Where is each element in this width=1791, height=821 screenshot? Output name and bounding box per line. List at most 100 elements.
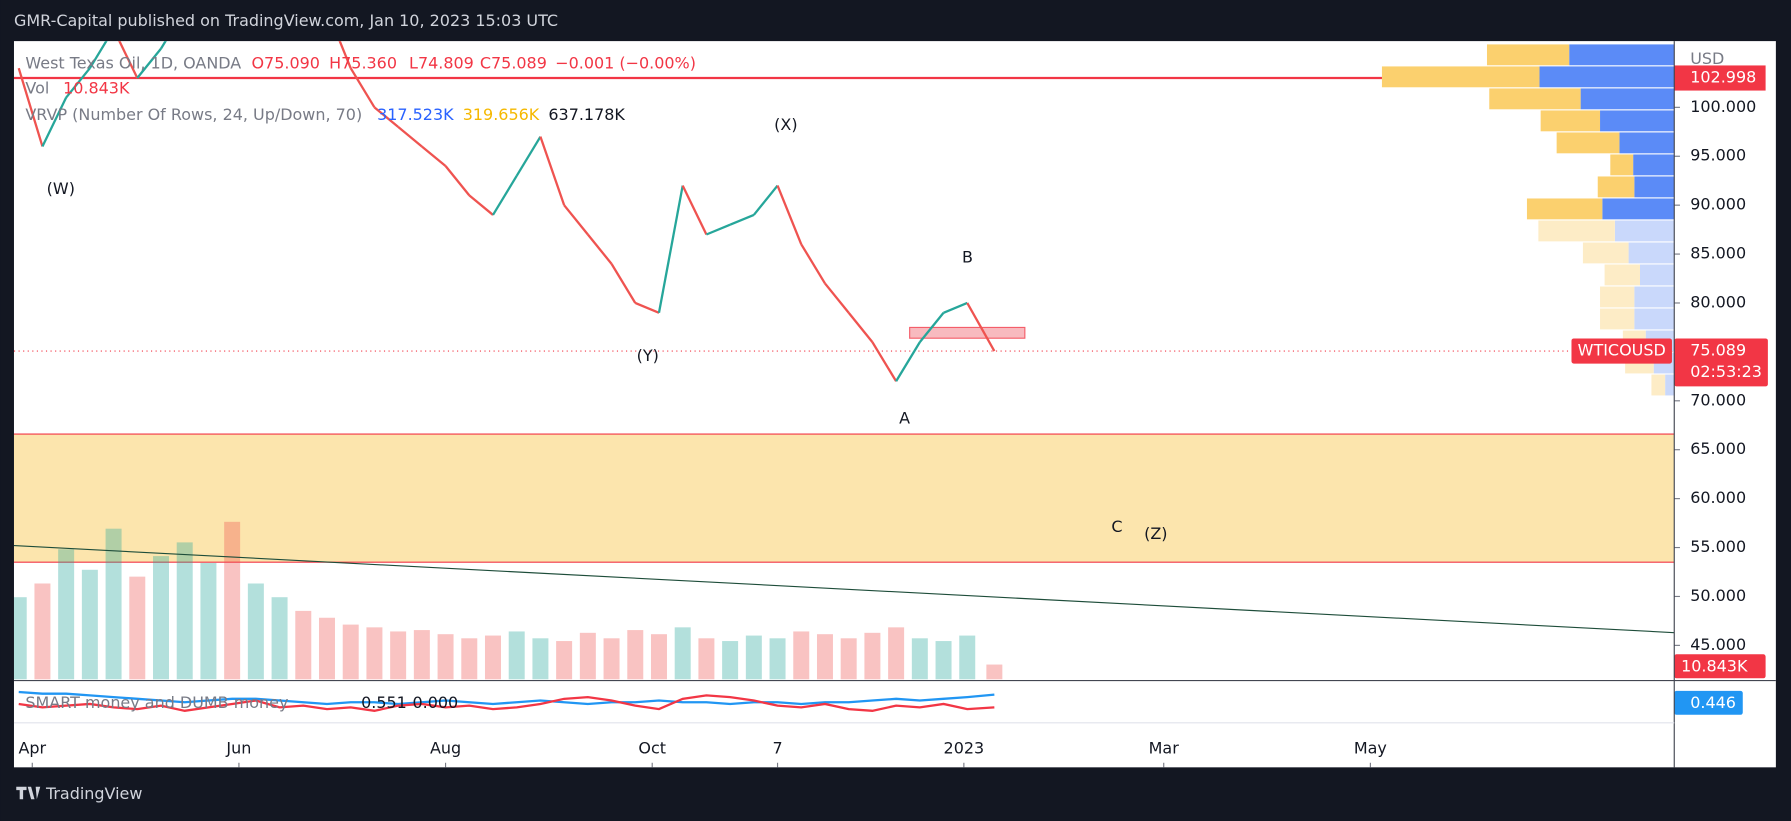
x-tick-label: Jun [225, 739, 251, 758]
wave-label: (W) [47, 179, 75, 198]
volume-bar [959, 635, 976, 680]
price-segment [397, 126, 423, 148]
legend-text: C75.089 [480, 53, 547, 72]
price-tag [1674, 338, 1768, 387]
price-segment [800, 243, 826, 285]
supply-box [909, 326, 1026, 339]
y-tick-label: 100.000 [1690, 97, 1756, 116]
trendline [13, 545, 1675, 634]
legend-text: 319.656K [463, 105, 540, 124]
x-tick-label: Mar [1149, 739, 1180, 758]
volume-bar [556, 641, 573, 680]
indicator-line [18, 694, 995, 712]
price-segment [966, 302, 996, 352]
y-tick-label: 60.000 [1690, 488, 1746, 507]
volume-bar [650, 634, 667, 680]
volume-bar [508, 631, 525, 680]
wave-label: C [1111, 517, 1122, 536]
vrvp-down [1582, 242, 1629, 264]
price-segment [373, 106, 399, 128]
vrvp-up [1634, 308, 1675, 330]
vrvp-down [1526, 198, 1603, 220]
volume-bar [247, 583, 264, 680]
price-tag [1674, 65, 1766, 91]
volume-bar [745, 635, 762, 680]
price-segment [824, 282, 850, 314]
symbol-tag [1571, 338, 1672, 364]
volume-bar [461, 638, 478, 680]
symbol-tag-label: WTICOUSD [1578, 341, 1666, 360]
vrvp-down [1610, 154, 1634, 176]
legend-text: 317.523K [377, 105, 454, 124]
main-pane [13, 41, 1675, 680]
vrvp-up [1619, 132, 1675, 154]
volume-bar [864, 632, 881, 680]
x-tick-label: Oct [638, 739, 666, 758]
wave-label: A [899, 409, 910, 428]
indicator-line [18, 690, 995, 706]
volume-bar [413, 630, 430, 680]
volume-bar [484, 635, 501, 680]
price-segment [729, 213, 755, 226]
price-segment [492, 175, 518, 216]
vrvp-down [1538, 220, 1615, 242]
indicator-tag-label: 0.446 [1690, 693, 1736, 712]
vrvp-up [1628, 242, 1675, 264]
vrvp-down [1489, 88, 1581, 110]
volume-bar [532, 638, 549, 680]
price-segment [563, 204, 589, 236]
vrvp-down [1600, 286, 1635, 308]
vrvp-up [1600, 110, 1675, 132]
target-zone [13, 434, 1675, 563]
price-segment [610, 263, 637, 304]
vrvp-down [1600, 308, 1635, 330]
volume-bar [840, 638, 857, 680]
x-tick-label: 2023 [944, 739, 985, 758]
price-segment [444, 165, 471, 197]
price-segment [776, 185, 803, 245]
volume-bar [579, 632, 596, 680]
y-tick-label: 55.000 [1690, 537, 1746, 556]
vrvp-down [1540, 110, 1601, 132]
price-segment [539, 136, 566, 206]
footer-logo [16, 786, 41, 800]
price-tag-label: 102.998 [1690, 68, 1756, 87]
price-segment [338, 41, 352, 69]
volume-bar [200, 562, 217, 680]
volume-bar [58, 549, 75, 680]
y-tick-label: 80.000 [1690, 292, 1746, 311]
y-tick-label: 45.000 [1690, 635, 1746, 654]
y-tick-label: 95.000 [1690, 146, 1746, 165]
price-segment [586, 233, 613, 265]
y-tick-label: 65.000 [1690, 439, 1746, 458]
legend-text: Vol [25, 79, 49, 98]
wave-label: (X) [774, 115, 797, 134]
vrvp-up [1639, 264, 1675, 286]
price-segment [895, 341, 921, 382]
wave-label: B [962, 248, 973, 267]
vrvp-up [1634, 176, 1675, 198]
volume-bar [176, 542, 193, 680]
wave-label: (Y) [637, 346, 659, 365]
vrvp-down [1381, 66, 1540, 88]
price-segment [88, 41, 108, 69]
volume-bar [295, 610, 312, 680]
price-segment [17, 67, 44, 147]
legend-text: 10.843K [63, 79, 130, 98]
price-segment [136, 47, 162, 79]
volume-tag [1674, 654, 1766, 679]
volume-bar [342, 624, 359, 680]
vrvp-up [1539, 66, 1675, 88]
brand: TradingView [45, 784, 142, 803]
volume-bar [769, 638, 786, 680]
price-segment [943, 301, 968, 314]
price-tag-label: 75.089 [1690, 341, 1746, 360]
y-tick-label: 90.000 [1690, 195, 1746, 214]
volume-bar [816, 634, 833, 680]
vrvp-down [1651, 374, 1666, 396]
axis-unit: USD [1690, 49, 1724, 68]
price-segment [752, 184, 779, 216]
vrvp-up [1614, 220, 1675, 242]
wave-label: (Z) [1144, 524, 1167, 543]
x-tick-label: Aug [430, 739, 461, 758]
